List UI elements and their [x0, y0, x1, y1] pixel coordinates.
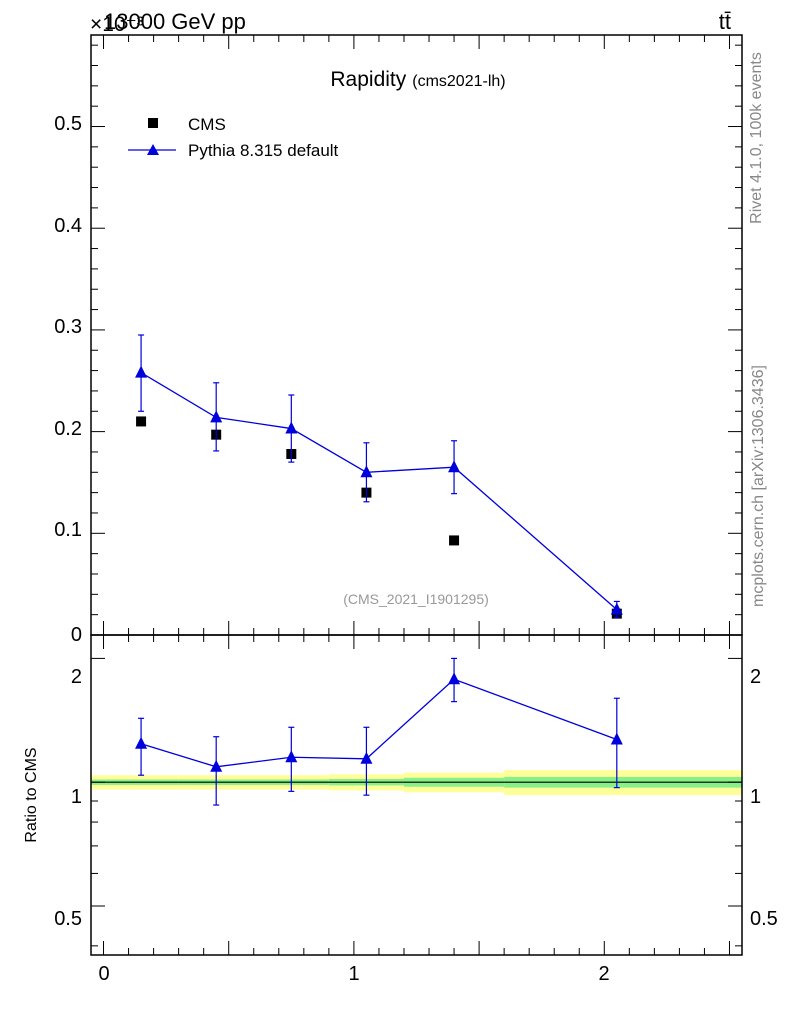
- ratio-y-tick-label-left: 0.5: [54, 908, 82, 930]
- legend-pythia-label: Pythia 8.315 default: [188, 141, 339, 160]
- ratio-point: [448, 672, 461, 685]
- analysis-watermark: (CMS_2021_I1901295): [343, 591, 489, 607]
- ratio-point: [135, 736, 148, 749]
- x-tick-label: 2: [598, 963, 609, 985]
- ratio-y-tick-label-right: 2: [750, 666, 761, 688]
- x-tick-label: 0: [98, 963, 109, 985]
- ratio-axis-ticks: [91, 635, 742, 955]
- legend-pythia-marker: [147, 144, 159, 155]
- rivet-version-label: Rivet 4.1.0, 100k events: [748, 52, 765, 224]
- pythia-point: [135, 365, 148, 378]
- y-zero-label: 0: [71, 624, 82, 646]
- pythia-point: [448, 460, 461, 473]
- ratio-y-tick-label-left: 2: [71, 666, 82, 688]
- cms-point: [449, 535, 460, 546]
- y-tick-label: 0.3: [54, 316, 82, 338]
- main-data-marks: [135, 334, 623, 619]
- energy-label: 13000 GeV pp: [104, 9, 246, 34]
- cms-point: [136, 416, 147, 427]
- main-y-tick-labels: 0.1 0.2 0.3 0.4 0.5 0: [54, 113, 82, 646]
- legend: CMS Pythia 8.315 default: [128, 115, 339, 160]
- pythia-point: [210, 410, 223, 423]
- ratio-y-tick-label-right: 1: [750, 786, 761, 808]
- pythia-line: [140, 372, 618, 611]
- ratio-point: [360, 751, 373, 764]
- y-tick-label: 0.1: [54, 519, 82, 541]
- ratio-y-tick-label-right: 0.5: [750, 908, 778, 930]
- pythia-point: [610, 602, 623, 615]
- y-tick-label: 0.5: [54, 113, 82, 135]
- ratio-y-axis-label: Ratio to CMS: [23, 747, 40, 842]
- chart-title: Rapidity (cms2021-lh): [330, 68, 505, 91]
- ratio-point: [285, 750, 298, 763]
- ratio-line: [140, 678, 618, 768]
- y-tick-label: 0.4: [54, 215, 82, 237]
- mcplots-label: mcplots.cern.ch [arXiv:1306.3436]: [750, 365, 767, 607]
- main-plot-panel: 0.1 0.2 0.3 0.4 0.5 0 Rapidity (cms2021-l…: [54, 34, 743, 646]
- legend-cms-marker: [148, 118, 158, 128]
- main-axis-ticks: [91, 35, 742, 636]
- ratio-y-tick-label-left: 1: [71, 786, 82, 808]
- ratio-point: [210, 759, 223, 772]
- x-tick-label: 1: [348, 963, 359, 985]
- y-tick-label: 0.2: [54, 418, 82, 440]
- pythia-point: [360, 465, 373, 478]
- legend-cms-label: CMS: [188, 115, 226, 134]
- ratio-frame: [90, 634, 743, 956]
- ratio-plot-panel: 0.5 1 2 0.5 1 2 0 1 2 Ratio to CMS: [23, 634, 778, 985]
- exponent-label: ×10⁻³: [90, 13, 144, 36]
- ratio-point: [610, 732, 623, 745]
- ratio-data-marks: [135, 657, 623, 806]
- process-label: tt̄: [719, 9, 731, 34]
- pythia-point: [285, 421, 298, 434]
